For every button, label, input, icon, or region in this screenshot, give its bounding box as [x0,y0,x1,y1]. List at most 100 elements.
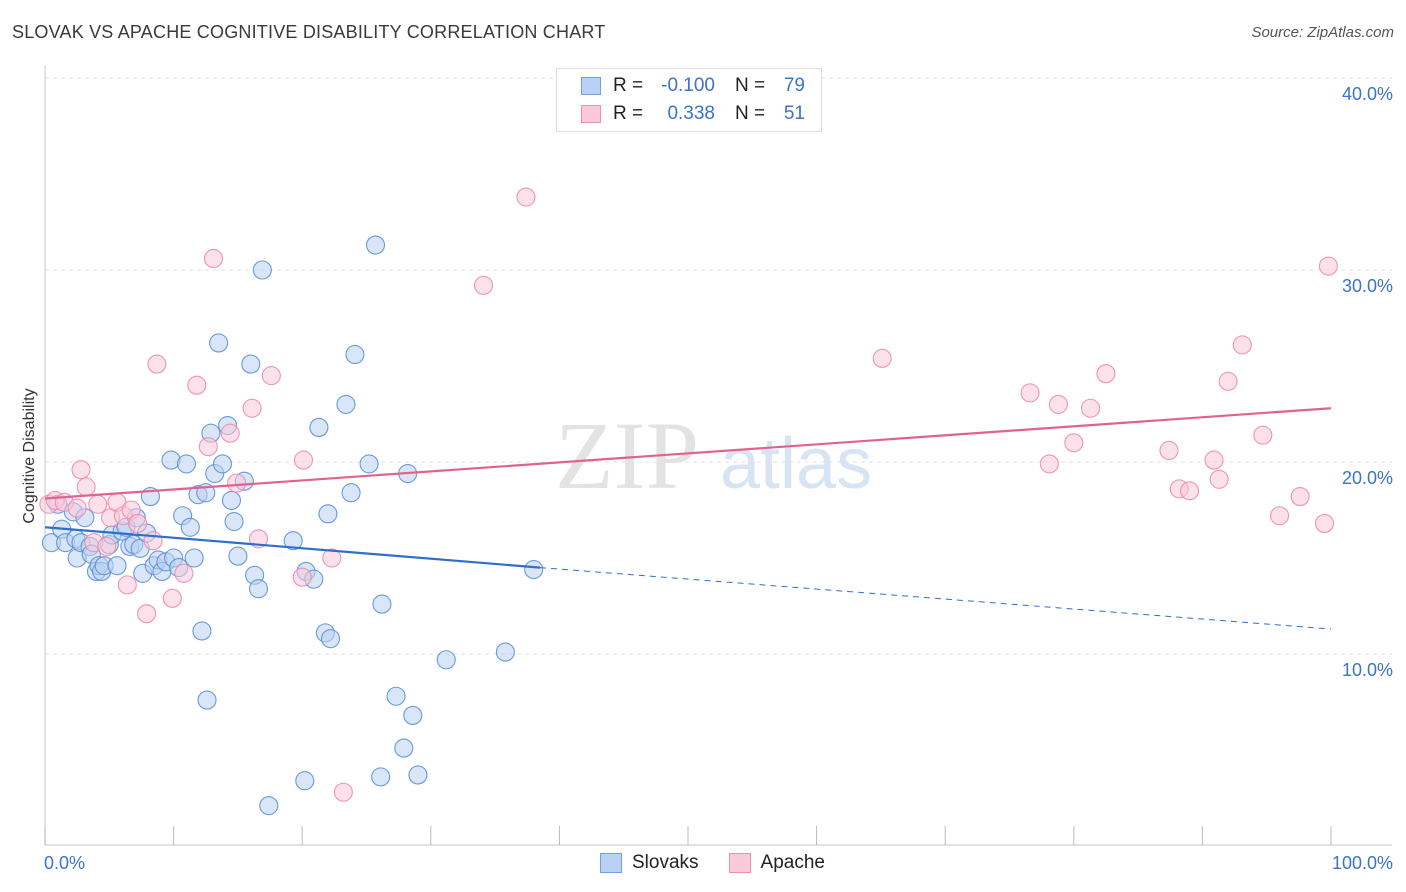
point-slovaks [176,454,197,474]
point-apache [71,460,91,480]
trend-line-slovaks [44,526,541,569]
point-slovaks [524,559,544,580]
point-slovaks [336,394,356,414]
point-apache [1209,469,1229,489]
point-apache [1039,454,1059,474]
point-slovaks [180,517,200,537]
y-axis-label: Cognitive Disability [21,388,38,524]
legend-swatch-slovaks [600,853,622,873]
point-apache [292,567,312,587]
point-slovaks [221,490,242,510]
point-apache [516,187,536,207]
point-apache [227,473,247,493]
point-apache [143,531,163,551]
point-slovaks [403,705,423,725]
point-slovaks [408,765,428,785]
y-tick-label: 10.0% [1342,660,1393,680]
point-slovaks [318,504,338,524]
point-apache [203,248,224,269]
y-tick-label: 30.0% [1342,276,1393,296]
point-slovaks [371,767,391,787]
point-slovaks [252,260,272,280]
point-apache [1315,513,1335,533]
point-slovaks [436,650,456,670]
point-apache [872,348,892,368]
point-apache [187,375,207,395]
r-value: 0.338 [667,103,715,124]
series-legend: Slovaks Apache [600,852,855,874]
point-apache [97,536,117,557]
point-slovaks [107,556,127,576]
x-tick-label-max: 100.0% [1332,853,1393,873]
point-apache [1232,335,1252,355]
watermark-atlas: atlas [720,424,872,504]
tick-labels: 10.0% 20.0% 30.0% 40.0% 0.0% 100.0% [44,84,1393,873]
legend-label-slovaks: Slovaks [632,852,699,873]
y-tick-label: 20.0% [1342,468,1393,488]
point-apache [1290,487,1310,507]
legend-row-slovaks: R = -0.100 N = 79 [581,74,805,98]
point-slovaks [192,621,212,641]
point-apache [1020,383,1040,403]
source-label: Source: ZipAtlas.com [1251,24,1394,41]
point-slovaks [495,642,515,662]
y-tick-label: 40.0% [1342,84,1393,104]
point-apache [128,513,148,533]
r-label: R = [613,75,644,96]
legend-swatch-slovaks [581,77,601,95]
point-slovaks [309,417,329,437]
point-slovaks [248,579,269,599]
point-apache [1080,398,1101,418]
watermark-zip: ZIP [555,402,699,509]
point-apache [1270,506,1290,526]
point-apache [1159,440,1179,461]
point-apache [1253,425,1273,445]
point-apache [473,275,494,295]
point-apache [162,588,182,608]
legend-swatch-apache [581,105,601,123]
point-slovaks [228,546,248,566]
correlation-legend: R = -0.100 N = 79 R = 0.338 N = 51 [556,68,822,132]
trend-line-slovaks-projection [540,567,1332,630]
n-label: N = [735,75,766,96]
point-apache [174,563,194,583]
point-slovaks [224,511,244,532]
point-slovaks [394,738,414,758]
point-apache [322,548,342,568]
point-apache [242,398,262,418]
point-apache [1048,394,1068,414]
point-slovaks [295,771,315,791]
point-apache [1096,364,1116,384]
trend-lines [44,407,1332,630]
point-slovaks [259,796,279,816]
point-apache [293,450,314,470]
point-apache [220,423,240,443]
point-apache [76,477,96,497]
n-label: N = [735,103,766,124]
n-value: 79 [783,75,805,96]
point-apache [88,494,108,514]
point-slovaks [184,548,204,568]
point-apache [198,437,218,457]
point-slovaks [386,686,406,706]
point-slovaks [345,344,365,365]
legend-label-apache: Apache [760,852,825,873]
chart-title: SLOVAK VS APACHE COGNITIVE DISABILITY CO… [12,22,606,42]
x-tick-label-min: 0.0% [44,853,85,873]
point-slovaks [341,483,361,503]
axes [44,66,1392,846]
point-apache [137,604,157,624]
point-slovaks [212,454,233,474]
point-apache [1318,256,1338,276]
n-value: 51 [783,103,805,124]
point-apache [333,782,353,802]
point-slovaks [197,690,217,710]
trend-line-apache [44,407,1332,500]
point-apache [1204,450,1224,470]
point-slovaks [365,235,386,255]
r-value: -0.100 [661,75,715,96]
legend-row-apache: R = 0.338 N = 51 [581,102,805,126]
point-apache [147,354,167,374]
point-slovaks [283,531,303,551]
point-apache [261,366,281,386]
